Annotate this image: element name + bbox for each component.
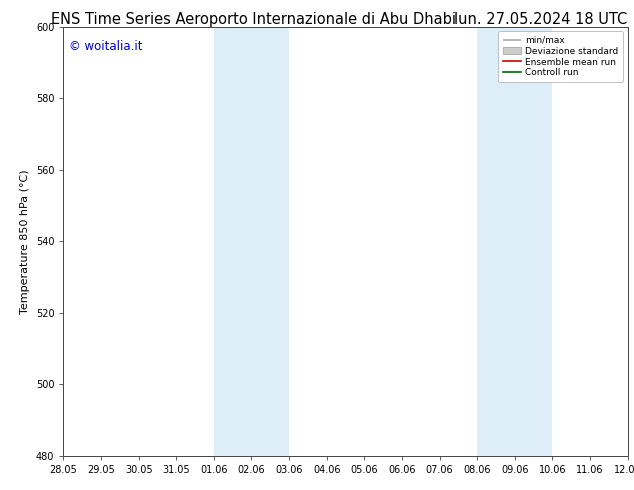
Text: lun. 27.05.2024 18 UTC: lun. 27.05.2024 18 UTC	[455, 12, 628, 27]
Bar	[214, 27, 289, 456]
Legend: min/max, Deviazione standard, Ensemble mean run, Controll run: min/max, Deviazione standard, Ensemble m…	[498, 31, 623, 82]
Y-axis label: Temperature 850 hPa (°C): Temperature 850 hPa (°C)	[20, 169, 30, 314]
Bar	[477, 27, 552, 456]
Text: ENS Time Series Aeroporto Internazionale di Abu Dhabi: ENS Time Series Aeroporto Internazionale…	[51, 12, 456, 27]
Text: © woitalia.it: © woitalia.it	[69, 40, 143, 53]
